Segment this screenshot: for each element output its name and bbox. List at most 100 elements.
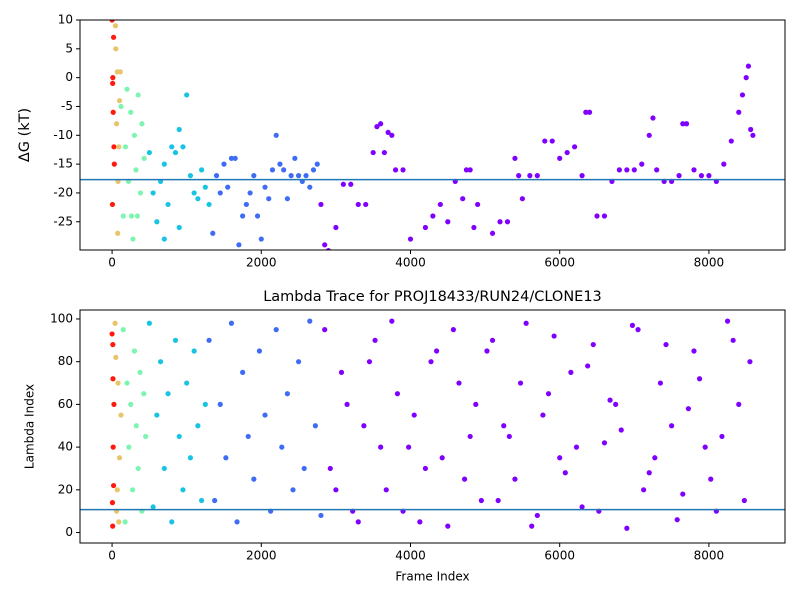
point: [172, 337, 179, 343]
point: [676, 173, 682, 179]
point: [195, 196, 201, 202]
point: [139, 121, 145, 127]
point: [116, 455, 123, 461]
point: [473, 401, 479, 407]
point: [109, 331, 115, 337]
point: [199, 497, 205, 504]
point: [122, 144, 129, 150]
point: [674, 517, 680, 523]
chart-title: Lambda Trace for PROJ18433/RUN24/CLONE13: [263, 289, 602, 305]
point: [594, 213, 600, 219]
point: [363, 201, 369, 208]
point: [146, 320, 152, 326]
point: [374, 124, 380, 130]
y-axis-label: Lambda Index: [23, 384, 37, 469]
y-tick-label: -20: [53, 185, 73, 199]
point: [115, 380, 121, 386]
point: [245, 433, 251, 440]
point: [519, 196, 525, 202]
point: [191, 190, 197, 196]
point: [247, 190, 253, 196]
point: [128, 401, 134, 407]
x-tick-label: 0: [108, 256, 116, 270]
axes-frame: [79, 309, 786, 544]
point: [124, 380, 130, 386]
point: [134, 213, 141, 219]
point: [279, 444, 285, 450]
point: [269, 167, 276, 173]
point: [340, 181, 346, 187]
point: [461, 476, 468, 482]
point: [322, 242, 328, 248]
point: [322, 327, 328, 333]
point: [736, 109, 742, 115]
point: [116, 519, 122, 525]
point: [372, 337, 378, 343]
point: [110, 34, 117, 40]
point: [497, 219, 503, 225]
point: [411, 412, 417, 418]
x-tick-label: 6000: [544, 549, 575, 563]
point: [631, 167, 637, 173]
x-tick-label: 6000: [544, 256, 575, 270]
point: [202, 401, 208, 407]
point: [590, 341, 596, 348]
point: [489, 230, 496, 236]
x-tick-label: 8000: [694, 549, 725, 563]
point: [113, 46, 119, 52]
point: [180, 144, 186, 150]
point: [126, 444, 132, 450]
point: [579, 504, 585, 510]
point: [266, 196, 272, 202]
point: [585, 363, 591, 369]
point: [456, 380, 462, 386]
point: [109, 500, 116, 506]
point: [232, 155, 238, 161]
point: [564, 149, 570, 156]
point: [129, 487, 136, 493]
x-tick-label: 2000: [246, 256, 277, 270]
point: [199, 167, 205, 173]
point: [277, 161, 283, 167]
point: [654, 167, 660, 173]
point: [169, 144, 175, 150]
point: [111, 401, 117, 407]
point: [428, 359, 434, 365]
point: [212, 497, 218, 504]
point: [568, 369, 574, 375]
point: [437, 201, 443, 208]
point: [370, 149, 376, 156]
point: [747, 359, 753, 365]
point: [310, 167, 317, 173]
point: [110, 376, 116, 382]
point: [258, 236, 264, 242]
point: [478, 497, 484, 504]
y-tick-label: 20: [58, 482, 73, 496]
point: [743, 75, 749, 81]
point: [165, 391, 171, 397]
point: [191, 348, 197, 354]
point: [256, 348, 263, 354]
point: [113, 354, 119, 361]
point: [288, 173, 294, 179]
point: [262, 412, 268, 418]
point: [501, 423, 507, 429]
point: [180, 487, 186, 493]
point: [445, 523, 451, 529]
point: [691, 167, 697, 173]
point: [573, 444, 580, 450]
point: [118, 103, 124, 110]
point: [273, 327, 279, 333]
point: [206, 337, 212, 343]
point: [467, 433, 473, 440]
point: [467, 167, 473, 173]
point: [133, 167, 139, 173]
point: [251, 476, 257, 482]
point: [389, 132, 395, 138]
point: [562, 470, 568, 476]
point: [109, 20, 115, 23]
point: [657, 380, 664, 386]
point: [348, 181, 354, 187]
point: [314, 161, 320, 167]
